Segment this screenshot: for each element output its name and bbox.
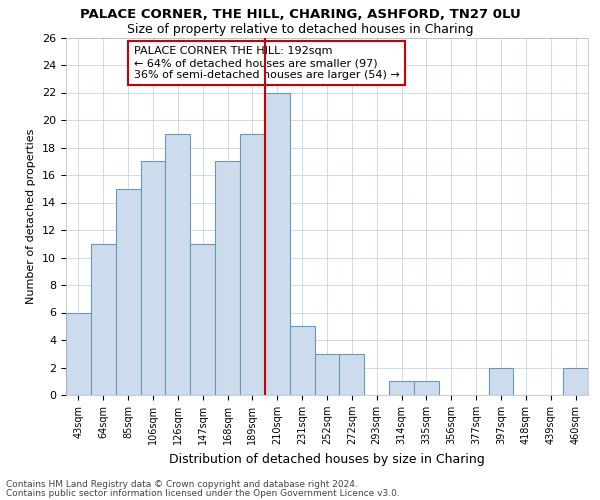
Bar (91, 244, 116, 395)
Bar (389, 381, 414, 395)
Bar (290, 326, 314, 395)
Text: Size of property relative to detached houses in Charing: Size of property relative to detached ho… (127, 22, 473, 36)
Bar (166, 134, 190, 395)
Bar (66, 312, 91, 395)
Y-axis label: Number of detached properties: Number of detached properties (26, 128, 37, 304)
Bar (488, 368, 514, 395)
Bar (116, 188, 140, 395)
Bar (314, 354, 340, 395)
Bar (140, 161, 166, 395)
Text: PALACE CORNER, THE HILL, CHARING, ASHFORD, TN27 0LU: PALACE CORNER, THE HILL, CHARING, ASHFOR… (80, 8, 520, 20)
Text: PALACE CORNER THE HILL: 192sqm
← 64% of detached houses are smaller (97)
36% of : PALACE CORNER THE HILL: 192sqm ← 64% of … (134, 46, 400, 80)
Text: Contains public sector information licensed under the Open Government Licence v3: Contains public sector information licen… (6, 488, 400, 498)
Bar (240, 134, 265, 395)
Bar (190, 244, 215, 395)
Bar (265, 92, 290, 395)
Bar (340, 354, 364, 395)
X-axis label: Distribution of detached houses by size in Charing: Distribution of detached houses by size … (169, 452, 485, 466)
Bar (563, 368, 588, 395)
Bar (215, 161, 240, 395)
Text: Contains HM Land Registry data © Crown copyright and database right 2024.: Contains HM Land Registry data © Crown c… (6, 480, 358, 489)
Bar (414, 381, 439, 395)
